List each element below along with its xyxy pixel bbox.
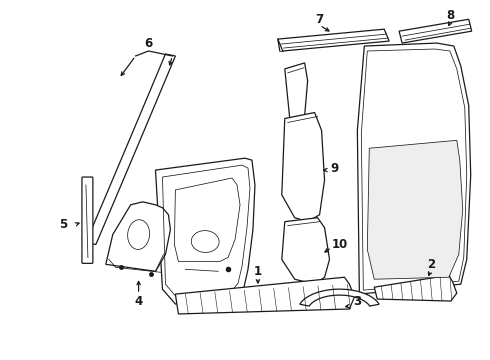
- Polygon shape: [278, 29, 389, 51]
- Text: 5: 5: [59, 218, 67, 231]
- Polygon shape: [282, 113, 324, 222]
- Text: 7: 7: [316, 13, 323, 26]
- Polygon shape: [106, 202, 171, 271]
- Ellipse shape: [127, 220, 149, 249]
- Text: 2: 2: [427, 258, 435, 271]
- Text: 8: 8: [447, 9, 455, 22]
- Polygon shape: [399, 19, 472, 43]
- Polygon shape: [175, 277, 354, 314]
- Polygon shape: [155, 158, 255, 304]
- Text: 3: 3: [353, 294, 362, 307]
- Ellipse shape: [191, 231, 219, 252]
- Polygon shape: [282, 218, 329, 284]
- FancyBboxPatch shape: [82, 177, 93, 264]
- Text: 6: 6: [145, 37, 153, 50]
- Text: 4: 4: [134, 294, 143, 307]
- Polygon shape: [300, 289, 379, 306]
- Polygon shape: [86, 54, 175, 244]
- Polygon shape: [357, 43, 471, 294]
- Text: 9: 9: [330, 162, 339, 175]
- Polygon shape: [374, 275, 457, 301]
- Text: 10: 10: [331, 238, 347, 251]
- Polygon shape: [368, 140, 463, 279]
- Text: 1: 1: [254, 265, 262, 278]
- Polygon shape: [285, 63, 308, 118]
